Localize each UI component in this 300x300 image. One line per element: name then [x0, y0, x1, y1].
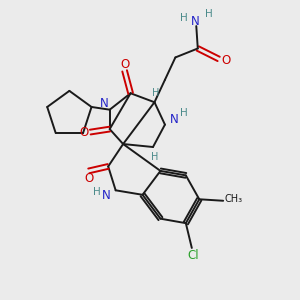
- Text: O: O: [84, 172, 93, 185]
- Text: H: H: [152, 88, 160, 98]
- Text: Cl: Cl: [188, 249, 199, 262]
- Text: O: O: [79, 126, 88, 139]
- Text: N: N: [100, 97, 109, 110]
- Text: H: H: [180, 13, 188, 23]
- Text: O: O: [221, 54, 231, 67]
- Text: N: N: [190, 15, 199, 28]
- Text: H: H: [180, 108, 187, 118]
- Text: O: O: [120, 58, 129, 71]
- Text: N: N: [169, 113, 178, 126]
- Text: N: N: [102, 189, 110, 202]
- Text: CH₃: CH₃: [224, 194, 243, 204]
- Text: H: H: [93, 187, 101, 197]
- Text: H: H: [151, 152, 158, 162]
- Text: H: H: [205, 8, 213, 19]
